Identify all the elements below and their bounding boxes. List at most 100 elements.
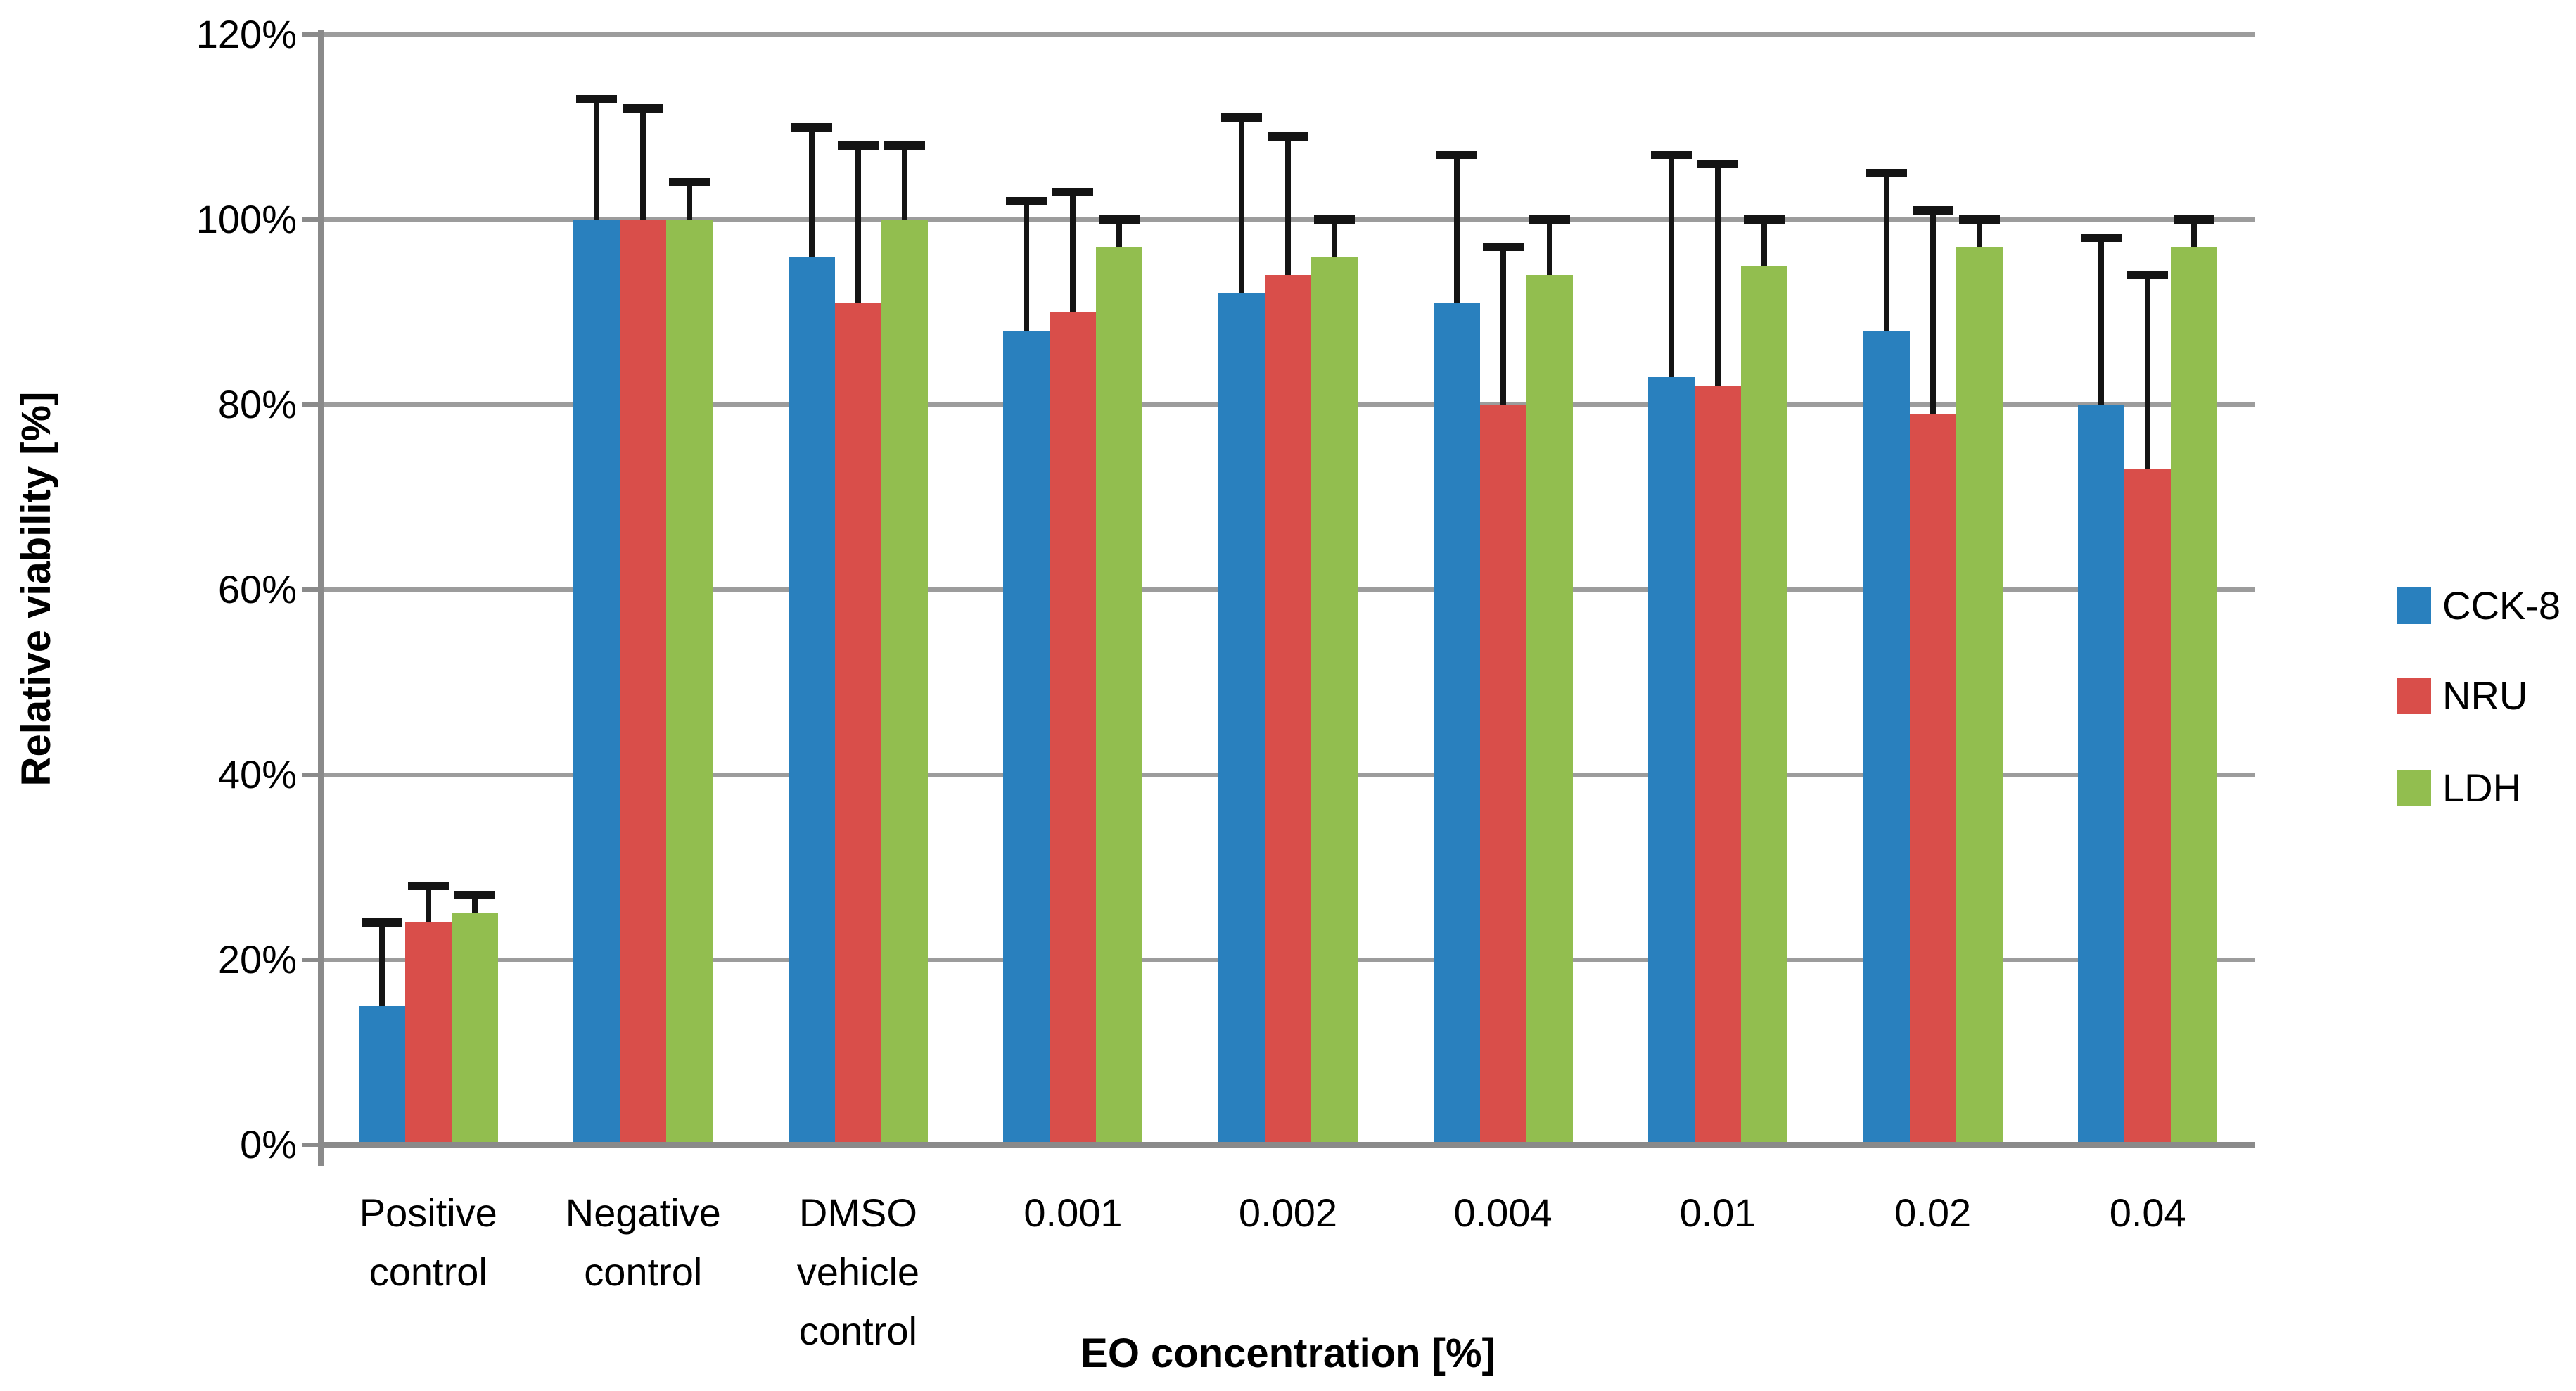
x-axis-title: EO concentration [%] bbox=[1080, 1330, 1496, 1376]
bar bbox=[1218, 293, 1265, 1145]
bar bbox=[881, 220, 928, 1145]
error-bar bbox=[594, 99, 600, 220]
y-tick-label: 0% bbox=[240, 1122, 297, 1167]
bar bbox=[1741, 265, 1788, 1145]
gridline bbox=[321, 32, 2255, 37]
error-bar-cap bbox=[884, 141, 925, 150]
y-tick-label: 60% bbox=[217, 567, 297, 611]
bar bbox=[358, 1005, 405, 1145]
error-bar-cap bbox=[2127, 270, 2169, 279]
error-bar bbox=[1453, 154, 1460, 303]
error-bar bbox=[1239, 117, 1244, 294]
bar bbox=[1526, 274, 1573, 1145]
error-bar bbox=[1500, 247, 1506, 405]
bar bbox=[451, 913, 498, 1145]
x-tick-label-line: Negative bbox=[565, 1190, 721, 1235]
x-tick-label: 0.01 bbox=[1610, 1183, 1825, 1243]
bar bbox=[2124, 469, 2172, 1145]
error-bar bbox=[1116, 220, 1123, 248]
bar bbox=[1863, 330, 1910, 1145]
x-tick-label: 0.001 bbox=[966, 1183, 1181, 1243]
x-tick-label: Negative control bbox=[536, 1183, 751, 1302]
x-tick-label: 0.002 bbox=[1180, 1183, 1396, 1243]
error-bar-cap bbox=[1651, 150, 1692, 159]
error-bar bbox=[1024, 201, 1030, 331]
legend-item-nru: NRU bbox=[2397, 673, 2527, 718]
error-bar-cap bbox=[576, 95, 618, 104]
bar bbox=[1050, 312, 1097, 1145]
bar bbox=[1311, 256, 1358, 1145]
error-bar bbox=[687, 182, 693, 220]
error-bar-cap bbox=[791, 122, 832, 132]
x-tick-label-line: 0.02 bbox=[1894, 1190, 1972, 1235]
error-bar bbox=[640, 108, 646, 220]
y-axis-title: Relative viability [%] bbox=[13, 391, 59, 787]
y-tick-mark bbox=[302, 773, 321, 777]
x-tick-label-line: Positive bbox=[359, 1190, 497, 1235]
error-bar bbox=[1546, 220, 1552, 275]
error-bar-cap bbox=[1314, 215, 1355, 224]
error-bar-cap bbox=[1482, 243, 1524, 252]
bar bbox=[573, 220, 620, 1145]
error-bar bbox=[1070, 191, 1076, 312]
x-tick-label: DMSO vehicle control bbox=[751, 1183, 966, 1361]
error-bar-cap bbox=[1866, 169, 1907, 178]
error-bar-cap bbox=[454, 890, 495, 899]
bar bbox=[1433, 303, 1480, 1145]
x-tick-label-line: 0.01 bbox=[1679, 1190, 1756, 1235]
bar bbox=[2171, 247, 2218, 1145]
error-bar bbox=[1715, 164, 1721, 386]
error-bar-cap bbox=[623, 104, 664, 113]
error-bar bbox=[901, 145, 907, 220]
error-bar bbox=[1761, 220, 1768, 266]
bar bbox=[1956, 247, 2003, 1145]
error-bar bbox=[2145, 274, 2151, 470]
error-bar bbox=[1669, 154, 1675, 377]
error-bar-cap bbox=[1221, 113, 1262, 122]
error-bar-cap bbox=[407, 881, 449, 890]
y-tick-mark bbox=[302, 958, 321, 962]
legend-swatch bbox=[2397, 770, 2431, 806]
error-bar bbox=[425, 885, 431, 923]
bar bbox=[620, 220, 667, 1145]
error-bar-cap bbox=[1006, 196, 1047, 205]
y-tick-mark bbox=[302, 587, 321, 592]
x-tick-label-line: 0.002 bbox=[1238, 1190, 1338, 1235]
legend-swatch bbox=[2397, 678, 2431, 714]
x-tick-label: 0.04 bbox=[2040, 1183, 2255, 1243]
bar bbox=[666, 220, 713, 1145]
legend-label: LDH bbox=[2442, 766, 2522, 810]
bar bbox=[1003, 330, 1050, 1145]
x-tick-label: Positive control bbox=[321, 1183, 536, 1302]
legend-swatch bbox=[2397, 587, 2431, 624]
bar bbox=[1695, 386, 1742, 1145]
error-bar bbox=[378, 922, 385, 1006]
y-tick-mark bbox=[302, 32, 321, 37]
x-tick-label-line: 0.04 bbox=[2109, 1190, 2186, 1235]
x-tick-label: 0.004 bbox=[1396, 1183, 1611, 1243]
bar bbox=[404, 922, 452, 1145]
error-bar bbox=[1930, 210, 1936, 414]
error-bar bbox=[1285, 136, 1291, 275]
x-tick-label-line: 0.001 bbox=[1024, 1190, 1123, 1235]
error-bar-cap bbox=[1052, 187, 1094, 196]
x-tick-label-line: DMSO bbox=[798, 1190, 917, 1235]
bar bbox=[2078, 405, 2125, 1145]
y-tick-mark bbox=[302, 1143, 321, 1147]
error-bar bbox=[808, 127, 815, 257]
error-bar-cap bbox=[1099, 215, 1140, 224]
error-bar-cap bbox=[1697, 160, 1739, 169]
x-tick-label-line: control bbox=[798, 1309, 917, 1353]
error-bar-cap bbox=[1268, 132, 1308, 141]
error-bar-cap bbox=[1436, 150, 1477, 159]
error-bar-cap bbox=[837, 141, 879, 150]
x-tick-label-line: vehicle bbox=[796, 1250, 920, 1294]
y-tick-label: 120% bbox=[196, 12, 297, 56]
error-bar bbox=[855, 145, 861, 303]
bar bbox=[1265, 274, 1311, 1145]
bar bbox=[1909, 414, 1956, 1145]
bar bbox=[1096, 247, 1143, 1145]
x-axis-line bbox=[321, 1142, 2255, 1148]
error-bar-cap bbox=[1744, 215, 1785, 224]
y-tick-mark bbox=[302, 217, 321, 222]
